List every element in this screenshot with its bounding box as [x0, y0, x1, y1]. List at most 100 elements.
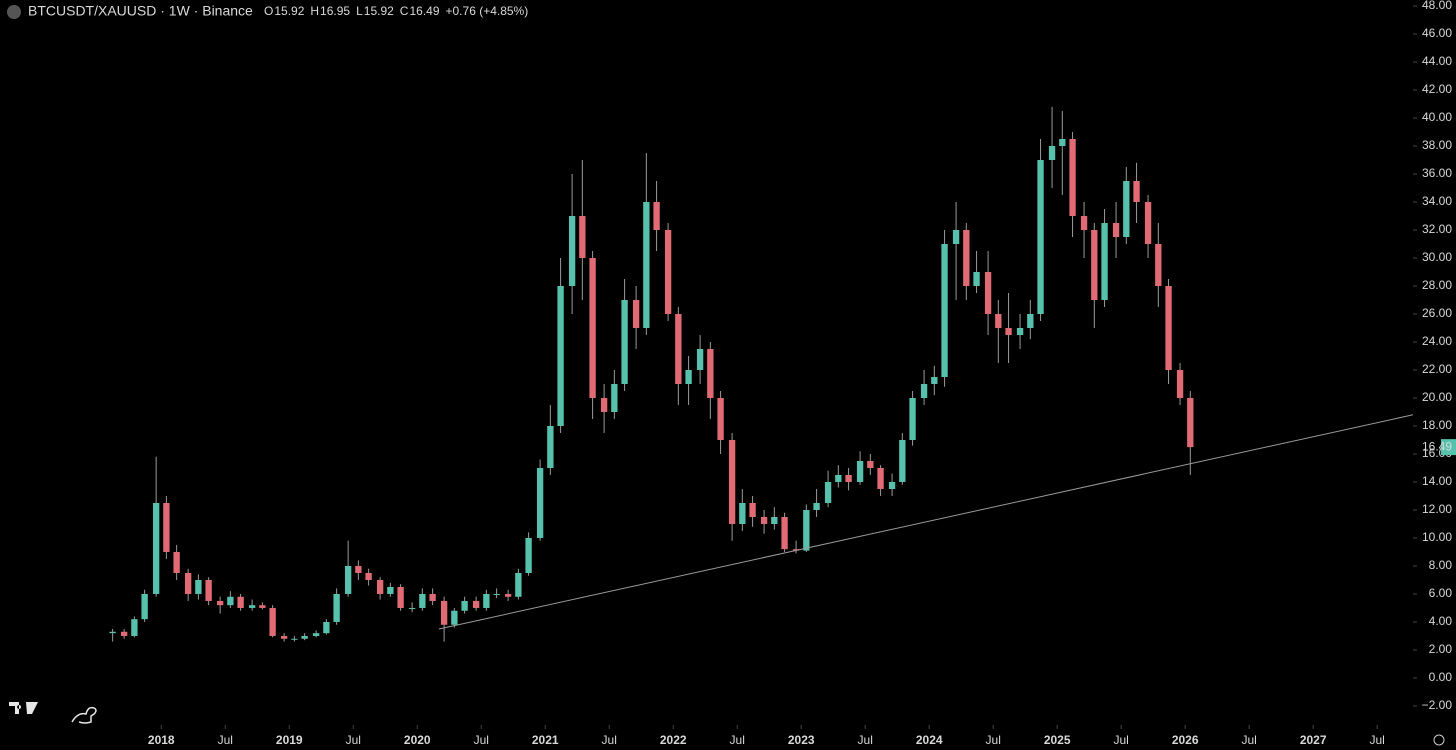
y-tick-label: 8.00	[1429, 558, 1453, 572]
candle-body	[1069, 139, 1076, 217]
candle-body	[504, 593, 512, 597]
candle-body	[152, 502, 160, 594]
y-tick-label: 34.00	[1422, 194, 1452, 208]
candle-body	[984, 271, 992, 314]
candle-body	[419, 593, 426, 608]
candle-body	[397, 586, 404, 608]
candle-body	[1176, 369, 1184, 398]
candle-body	[760, 516, 768, 524]
candle-body	[845, 474, 852, 482]
candle-body	[1112, 223, 1120, 238]
y-tick-label: 26.00	[1422, 306, 1452, 320]
x-tick-label: 2024	[916, 733, 943, 747]
x-tick-label: Jul	[730, 733, 745, 747]
x-tick-label: 2020	[404, 733, 431, 747]
candle-body	[643, 202, 650, 328]
candle-body	[312, 633, 320, 636]
trendline	[438, 414, 1414, 630]
candle-body	[803, 509, 810, 551]
ohlc-label: H	[310, 4, 319, 18]
settings-icon[interactable]	[1433, 734, 1445, 746]
candle-body	[259, 605, 266, 608]
x-tick-label: 2027	[1300, 733, 1327, 747]
candle-body	[1091, 230, 1098, 300]
candle-body	[589, 257, 596, 398]
candle-body	[739, 502, 746, 524]
candle-body	[163, 502, 170, 552]
candle-body	[109, 631, 116, 634]
candle-body	[877, 467, 884, 489]
candle-body	[579, 216, 586, 258]
candle-body	[952, 230, 960, 244]
candle-body	[248, 605, 256, 608]
candle-body	[941, 243, 948, 377]
x-tick-label: 2018	[148, 733, 175, 747]
candle-body	[813, 502, 820, 510]
candle-body	[835, 474, 842, 482]
candle-body	[856, 460, 864, 482]
y-tick-label: 46.00	[1422, 26, 1452, 40]
y-tick-label: 40.00	[1422, 110, 1452, 124]
candle-body	[131, 619, 138, 636]
candle-body	[280, 635, 288, 639]
x-tick-label: Jul	[1242, 733, 1257, 747]
candle-body	[973, 271, 980, 286]
candle-body	[920, 383, 928, 398]
ohlc-value: 15.92	[364, 4, 394, 18]
last-price-label: 16.49	[1422, 439, 1452, 453]
x-tick-label: Jul	[602, 733, 617, 747]
candle-body	[173, 551, 180, 573]
y-tick-label: 4.00	[1429, 614, 1453, 628]
tv-logo	[9, 702, 38, 714]
candle-body	[120, 631, 128, 636]
y-tick-label: 2.00	[1429, 642, 1453, 656]
candle-body	[1048, 146, 1056, 161]
y-tick-label: 44.00	[1422, 54, 1452, 68]
y-tick-label: 18.00	[1422, 418, 1452, 432]
y-tick-label: 24.00	[1422, 334, 1452, 348]
x-tick-label: Jul	[858, 733, 873, 747]
ohlc-label: L	[356, 4, 363, 18]
candle-body	[771, 516, 778, 524]
candle-body	[323, 621, 330, 634]
candle-body	[291, 638, 298, 640]
candle-body	[963, 230, 970, 286]
candle-body	[781, 516, 788, 550]
candle-body	[1059, 139, 1066, 147]
x-tick-label: Jul	[346, 733, 361, 747]
candle-body	[184, 572, 192, 594]
x-tick-label: Jul	[986, 733, 1001, 747]
x-tick-label: 2022	[660, 733, 687, 747]
y-tick-label: 0.00	[1429, 670, 1453, 684]
x-tick-label: Jul	[474, 733, 489, 747]
y-tick-label: 42.00	[1422, 82, 1452, 96]
candle-body	[611, 383, 618, 412]
y-tick-label: 20.00	[1422, 390, 1452, 404]
candle-body	[557, 285, 564, 426]
candle-body	[600, 397, 608, 412]
candle-body	[301, 635, 308, 639]
candle-body	[451, 610, 458, 625]
y-tick-label: 10.00	[1422, 530, 1452, 544]
candle-body	[547, 425, 554, 468]
candle-body	[493, 593, 500, 595]
y-tick-label: 32.00	[1422, 222, 1452, 236]
candle-body	[227, 596, 234, 606]
y-tick-label: 22.00	[1422, 362, 1452, 376]
candle-body	[632, 299, 640, 328]
candle-body	[621, 299, 628, 384]
candle-body	[1123, 181, 1130, 238]
symbol-title: BTCUSDT/XAUUSD · 1W · Binance	[28, 3, 253, 19]
candle-body	[1005, 327, 1012, 335]
y-tick-label: 6.00	[1429, 586, 1453, 600]
candle-body	[216, 600, 224, 606]
candle-body	[1187, 397, 1194, 448]
candle-body	[536, 467, 544, 538]
y-tick-label: 12.00	[1422, 502, 1452, 516]
candle-body	[1165, 285, 1172, 370]
symbol-icon	[7, 5, 21, 19]
y-tick-label: 30.00	[1422, 250, 1452, 264]
y-tick-label: −2.00	[1422, 698, 1453, 712]
ohlc-value: 16.95	[320, 4, 350, 18]
